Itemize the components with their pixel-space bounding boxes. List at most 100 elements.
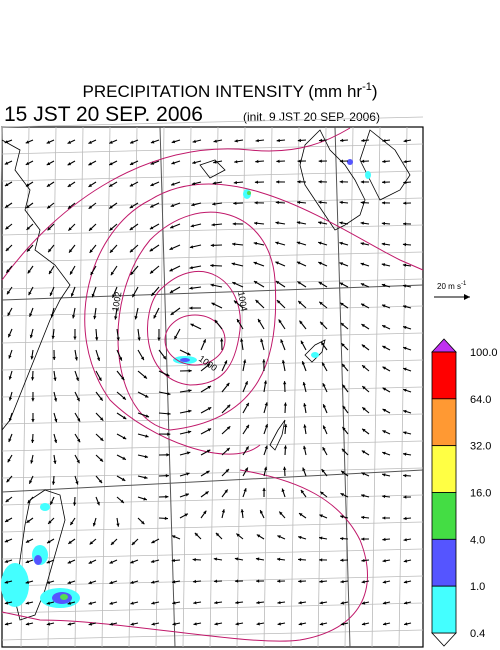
wind-arrowhead [26, 519, 30, 523]
wind-arrowhead [151, 622, 155, 626]
wind-arrowhead [220, 338, 224, 342]
precip-area [1, 563, 29, 607]
wind-arrowhead [403, 346, 407, 350]
wind-arrowhead [207, 428, 212, 432]
wind-arrowhead [318, 241, 322, 245]
wind-arrowhead [150, 204, 154, 208]
wind-arrowhead [340, 322, 345, 327]
wind-arrowhead [361, 494, 365, 498]
wind-arrowhead [169, 268, 174, 272]
wind-arrowhead [30, 460, 34, 464]
wind-arrowhead [280, 339, 284, 343]
wind-arrowhead [382, 138, 386, 143]
wind-arrowhead [151, 580, 155, 584]
wind-arrowhead [67, 622, 72, 626]
colorbar-under [431, 632, 457, 647]
wind-arrowhead [167, 412, 171, 416]
wind-arrowhead [297, 281, 301, 285]
wind-arrowhead [254, 201, 258, 205]
wind-arrowhead [189, 286, 193, 290]
wind-arrowhead [26, 226, 30, 230]
wind-arrowhead [77, 438, 81, 443]
wind-arrowhead [226, 447, 230, 452]
wind-arrowhead [382, 494, 386, 499]
wind-arrowhead [340, 493, 344, 497]
wind-arrowhead [89, 227, 93, 231]
wind-arrowhead [340, 138, 344, 143]
wind-arrowhead [318, 261, 322, 265]
isobar [84, 183, 424, 455]
wind-arrowhead [240, 338, 244, 342]
wind-arrowhead [48, 270, 53, 275]
wind-arrowhead [403, 516, 407, 521]
wind-arrowhead [300, 340, 304, 345]
wind-arrowhead [90, 271, 94, 276]
wind-vectors [4, 138, 412, 626]
wind-arrowhead [174, 335, 178, 340]
wind-arrowhead [404, 622, 408, 626]
wind-arrowhead [403, 180, 407, 185]
wind-arrowhead [245, 446, 249, 450]
wind-arrowhead [297, 159, 301, 163]
wind-arrowhead [318, 180, 322, 184]
wind-arrowhead [214, 600, 218, 605]
wind-arrowhead [281, 488, 285, 492]
wind-arrowhead [192, 139, 197, 143]
wind-arrowhead [185, 493, 189, 497]
wind-arrowhead [207, 385, 212, 389]
wind-arrowhead [233, 180, 237, 185]
colorbar-over [431, 338, 457, 353]
wind-arrowhead [46, 580, 51, 584]
wind-arrowhead [110, 541, 115, 545]
wind-arrowhead [245, 402, 249, 407]
precip-area [180, 358, 190, 362]
wind-arrowhead [213, 557, 218, 561]
map: 1002 1004 1000 [0, 116, 424, 648]
wind-arrowhead [29, 334, 34, 339]
wind-arrowhead [172, 622, 176, 626]
wind-arrowhead [143, 375, 147, 379]
wind-arrowhead [276, 159, 280, 163]
wind-arrowhead [382, 537, 386, 542]
coast-island-2 [269, 419, 286, 451]
major-grid-line [1, 469, 424, 493]
wind-arrowhead [4, 601, 9, 605]
wind-arrowhead [361, 159, 365, 163]
wind-arrowhead [99, 417, 104, 421]
wind-arrowhead [132, 293, 136, 298]
wind-arrowhead [116, 523, 120, 527]
wind-scale-exponent: -1 [461, 281, 467, 287]
wind-arrowhead [256, 600, 260, 605]
wind-arrowhead [342, 405, 346, 410]
wind-scale-main: 20 m s [437, 282, 461, 291]
wind-arrowhead [193, 622, 197, 626]
wind-arrowhead [88, 140, 92, 144]
wind-arrowhead [93, 315, 97, 320]
wind-arrowhead [279, 511, 283, 515]
wind-arrowhead [99, 397, 103, 401]
wind-arrowhead [121, 477, 126, 481]
wind-arrowhead [53, 460, 57, 464]
wind-arrowhead [382, 601, 387, 605]
wind-arrowhead [234, 139, 238, 143]
wind-arrowhead [49, 292, 53, 296]
coastlines [1, 129, 411, 621]
wind-arrowhead [46, 162, 51, 165]
wind-arrowhead [214, 319, 218, 324]
colorbar-label: 0.4 [470, 628, 485, 640]
wind-arrowhead [403, 495, 407, 499]
wind-arrowhead [240, 509, 244, 513]
wind-arrowhead [403, 367, 407, 371]
wind-arrowhead [100, 437, 104, 441]
wind-arrowhead [234, 557, 239, 561]
wind-arrowhead [129, 183, 134, 187]
meridian [290, 126, 300, 648]
wind-arrowhead [189, 265, 193, 270]
wind-arrowhead [296, 221, 301, 225]
wind-arrowhead [7, 458, 11, 463]
wind-arrowhead [340, 579, 344, 584]
wind-arrowhead [122, 436, 127, 440]
wind-arrowhead [361, 537, 365, 541]
wind-arrowhead [213, 160, 217, 164]
wind-arrowhead [98, 377, 102, 381]
